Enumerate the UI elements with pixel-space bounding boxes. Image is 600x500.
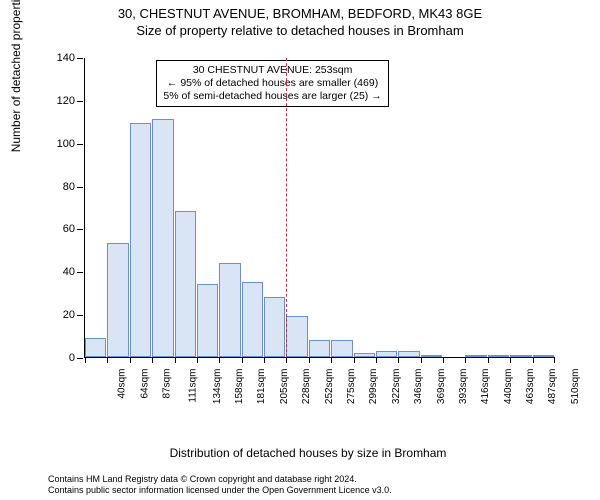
x-tick-label: 440sqm [503, 369, 514, 405]
x-tick-label: 487sqm [548, 369, 559, 405]
x-tick-label: 299sqm [368, 369, 379, 405]
x-tick [219, 357, 220, 363]
x-tick-label: 369sqm [436, 369, 447, 405]
x-tick [286, 357, 287, 363]
x-tick [264, 357, 265, 363]
y-tick-label: 60 [63, 223, 75, 235]
y-tick-label: 80 [63, 181, 75, 193]
histogram-bar [264, 297, 285, 357]
x-tick [152, 357, 153, 363]
x-tick [533, 357, 534, 363]
annotation-line-1: 30 CHESTNUT AVENUE: 253sqm [163, 64, 381, 77]
x-tick [554, 357, 555, 363]
histogram-bar [286, 316, 307, 357]
histogram-bar [130, 123, 151, 357]
x-tick-label: 111sqm [188, 369, 199, 403]
x-tick [85, 357, 86, 363]
x-tick [107, 357, 108, 363]
y-axis-label: Number of detached properties [9, 0, 23, 152]
footer-line-2: Contains public sector information licen… [48, 485, 392, 496]
footer: Contains HM Land Registry data © Crown c… [48, 474, 392, 497]
x-tick [398, 357, 399, 363]
x-tick-label: 181sqm [257, 369, 268, 405]
x-tick [242, 357, 243, 363]
y-tick [77, 101, 83, 102]
histogram-bar [421, 355, 442, 357]
histogram-bar [331, 340, 352, 357]
chart-container: Number of detached properties 30 CHESTNU… [48, 48, 568, 408]
x-tick [331, 357, 332, 363]
histogram-bar [376, 351, 397, 357]
y-tick [77, 58, 83, 59]
histogram-bar [219, 263, 240, 357]
histogram-bar [533, 355, 554, 357]
y-tick [77, 358, 83, 359]
histogram-bar [309, 340, 330, 357]
histogram-bar [465, 355, 486, 357]
annotation-line-2: ← 95% of detached houses are smaller (46… [163, 77, 381, 90]
x-tick-label: 158sqm [234, 369, 245, 405]
y-tick-label: 140 [57, 52, 75, 64]
x-tick [354, 357, 355, 363]
histogram-bar [354, 353, 375, 357]
x-tick-label: 64sqm [139, 369, 150, 399]
histogram-bar [398, 351, 419, 357]
x-tick-label: 252sqm [324, 369, 335, 405]
x-tick [130, 357, 131, 363]
histogram-bar [175, 211, 196, 357]
x-tick [421, 357, 422, 363]
histogram-bar [197, 284, 218, 357]
x-tick-label: 228sqm [301, 369, 312, 405]
y-tick [77, 144, 83, 145]
x-tick [510, 357, 511, 363]
y-tick-label: 100 [57, 138, 75, 150]
address-line: 30, CHESTNUT AVENUE, BROMHAM, BEDFORD, M… [0, 6, 600, 21]
x-tick-label: 322sqm [391, 369, 402, 405]
x-tick-label: 393sqm [458, 369, 469, 405]
y-tick [77, 272, 83, 273]
annotation-box: 30 CHESTNUT AVENUE: 253sqm ← 95% of deta… [156, 60, 388, 107]
x-tick [465, 357, 466, 363]
histogram-bar [107, 243, 128, 357]
x-tick-label: 463sqm [525, 369, 536, 405]
x-tick [309, 357, 310, 363]
y-tick [77, 229, 83, 230]
subtitle: Size of property relative to detached ho… [0, 23, 600, 38]
x-tick-label: 510sqm [570, 369, 581, 405]
histogram-bar [85, 338, 106, 357]
x-tick [376, 357, 377, 363]
x-tick-label: 40sqm [117, 369, 128, 399]
x-tick-label: 275sqm [346, 369, 357, 405]
y-tick-label: 0 [69, 352, 75, 364]
x-tick-label: 87sqm [161, 369, 172, 399]
histogram-bar [488, 355, 509, 357]
plot-area: 30 CHESTNUT AVENUE: 253sqm ← 95% of deta… [84, 58, 554, 358]
footer-line-1: Contains HM Land Registry data © Crown c… [48, 474, 392, 485]
x-axis-label: Distribution of detached houses by size … [48, 446, 568, 460]
x-tick-label: 134sqm [212, 369, 223, 405]
y-tick-label: 20 [63, 309, 75, 321]
y-tick-label: 40 [63, 266, 75, 278]
y-tick-label: 120 [57, 95, 75, 107]
x-tick-label: 416sqm [480, 369, 491, 405]
histogram-bar [510, 355, 531, 357]
y-tick [77, 315, 83, 316]
x-tick [175, 357, 176, 363]
x-tick [197, 357, 198, 363]
annotation-line-3: 5% of semi-detached houses are larger (2… [163, 90, 381, 103]
x-tick [443, 357, 444, 363]
x-tick-label: 346sqm [413, 369, 424, 405]
histogram-bar [242, 282, 263, 357]
marker-line [286, 58, 287, 357]
histogram-bar [152, 119, 173, 357]
x-tick [488, 357, 489, 363]
x-tick-label: 205sqm [279, 369, 290, 405]
y-tick [77, 187, 83, 188]
